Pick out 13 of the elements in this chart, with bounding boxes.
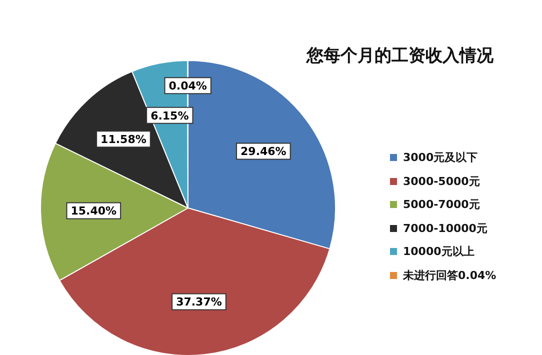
data-label: 15.40% <box>70 204 117 218</box>
chart-title: 您每个月的工资收入情况 <box>305 45 494 67</box>
legend-label: 未进行回答0.04% <box>403 268 496 283</box>
legend-label: 5000-7000元 <box>403 197 480 212</box>
data-label: 37.37% <box>176 296 222 309</box>
data-label: 29.46% <box>240 145 286 158</box>
data-label: 11.58% <box>100 132 146 146</box>
legend-label: 10000元以上 <box>403 244 474 260</box>
data-label: 6.15% <box>150 109 189 122</box>
legend-label: 3000元及以下 <box>403 150 478 166</box>
legend-label: 3000-5000元 <box>403 174 480 189</box>
legend-label: 7000-10000元 <box>403 220 488 236</box>
data-label: 0.04% <box>168 79 207 92</box>
